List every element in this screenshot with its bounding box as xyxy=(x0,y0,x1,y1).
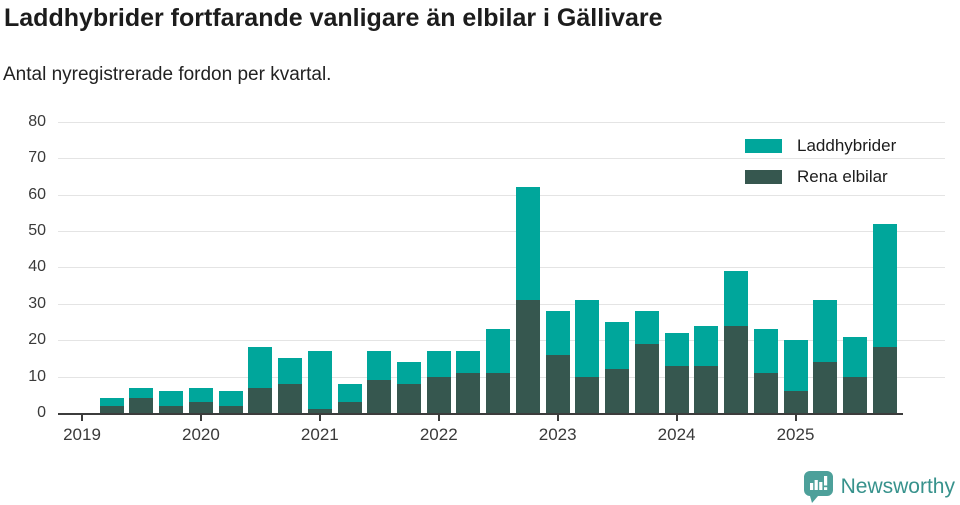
page-subtitle: Antal nyregistrerade fordon per kvartal. xyxy=(3,64,332,85)
bar-segment-rena-elbilar xyxy=(426,376,451,413)
x-axis-tick xyxy=(794,415,797,421)
bar-segment-rena-elbilar xyxy=(545,354,570,413)
x-axis-tick xyxy=(675,415,678,421)
x-axis-tick-label: 2022 xyxy=(419,425,458,444)
bar-segment-laddhybrider xyxy=(337,383,362,403)
legend-swatch-rena-elbilar xyxy=(745,170,782,184)
bar-segment-rena-elbilar xyxy=(307,409,332,413)
bar-segment-laddhybrider xyxy=(605,322,630,370)
legend: Laddhybrider Rena elbilar xyxy=(745,136,896,187)
bar-segment-laddhybrider xyxy=(367,351,392,381)
bar-segment-laddhybrider xyxy=(307,351,332,410)
bar-segment-rena-elbilar xyxy=(278,383,303,413)
bar-segment-rena-elbilar xyxy=(456,372,481,413)
bar-segment-laddhybrider xyxy=(783,340,808,392)
x-axis-tick xyxy=(318,415,321,421)
bar-segment-laddhybrider xyxy=(486,329,511,373)
bar-segment-rena-elbilar xyxy=(842,376,867,413)
bar-segment-laddhybrider xyxy=(694,325,719,366)
bar-segment-rena-elbilar xyxy=(397,383,422,413)
y-axis-tick-label: 70 xyxy=(28,149,46,167)
bar-segment-laddhybrider xyxy=(218,391,243,406)
y-axis-tick-label: 40 xyxy=(28,258,46,276)
y-axis-tick-label: 30 xyxy=(28,294,46,312)
x-axis-tick-label: 2021 xyxy=(300,425,339,444)
bar-segment-rena-elbilar xyxy=(515,300,540,413)
bar-segment-laddhybrider xyxy=(842,336,867,377)
bar-segment-laddhybrider xyxy=(397,362,422,384)
y-axis-tick-label: 10 xyxy=(28,367,46,385)
gridline xyxy=(58,231,945,232)
bar-segment-rena-elbilar xyxy=(129,398,154,413)
legend-label: Laddhybrider xyxy=(797,136,897,155)
x-axis-tick-label: 2020 xyxy=(181,425,220,444)
bar-segment-laddhybrider xyxy=(753,329,778,373)
gridline xyxy=(58,158,945,160)
bar-segment-rena-elbilar xyxy=(248,387,273,413)
y-axis-tick-label: 60 xyxy=(28,185,46,203)
bar-segment-laddhybrider xyxy=(872,223,897,348)
x-axis-tick-label: 2025 xyxy=(776,425,815,444)
legend-item-rena-elbilar: Rena elbilar xyxy=(745,167,896,187)
bar-segment-rena-elbilar xyxy=(724,325,749,413)
bar-segment-rena-elbilar xyxy=(634,343,659,413)
bar-segment-rena-elbilar xyxy=(872,347,897,413)
bar-segment-rena-elbilar xyxy=(188,402,213,413)
bar-segment-laddhybrider xyxy=(159,391,184,406)
x-axis-tick xyxy=(199,415,202,421)
bar-segment-laddhybrider xyxy=(634,311,659,344)
bar-segment-rena-elbilar xyxy=(367,380,392,413)
page-title: Laddhybrider fortfarande vanligare än el… xyxy=(4,4,663,32)
bar-segment-rena-elbilar xyxy=(486,372,511,413)
bar-segment-rena-elbilar xyxy=(99,405,124,413)
bar-segment-laddhybrider xyxy=(99,398,124,406)
bar-segment-rena-elbilar xyxy=(694,365,719,413)
bar-segment-laddhybrider xyxy=(188,387,213,403)
bar-segment-rena-elbilar xyxy=(605,369,630,413)
legend-item-laddhybrider: Laddhybrider xyxy=(745,136,896,156)
legend-label: Rena elbilar xyxy=(797,167,888,186)
bar-segment-laddhybrider xyxy=(129,387,154,399)
bar-segment-laddhybrider xyxy=(664,332,689,366)
y-axis-tick-label: 20 xyxy=(28,331,46,349)
gridline xyxy=(58,303,945,305)
x-axis-line xyxy=(58,413,903,415)
bar-segment-rena-elbilar xyxy=(783,391,808,413)
newsworthy-branding: Newsworthy xyxy=(803,471,955,503)
bar-segment-rena-elbilar xyxy=(218,405,243,413)
gridline xyxy=(58,267,945,269)
bar-segment-laddhybrider xyxy=(724,271,749,326)
x-axis-tick xyxy=(556,415,559,421)
bar-segment-rena-elbilar xyxy=(664,365,689,413)
gridline xyxy=(58,121,945,123)
bar-segment-laddhybrider xyxy=(456,351,481,373)
x-axis-tick-label: 2019 xyxy=(63,425,101,444)
legend-swatch-laddhybrider xyxy=(745,139,782,153)
bar-segment-rena-elbilar xyxy=(753,372,778,413)
bar-segment-rena-elbilar xyxy=(337,402,362,413)
x-axis-tick-label: 2024 xyxy=(657,425,696,444)
bar-segment-laddhybrider xyxy=(545,311,570,355)
bar-segment-rena-elbilar xyxy=(813,362,838,413)
bar-segment-rena-elbilar xyxy=(159,405,184,413)
y-axis-tick-label: 50 xyxy=(28,222,46,239)
bar-segment-laddhybrider xyxy=(575,300,600,377)
newsworthy-logo-icon xyxy=(803,471,833,503)
x-axis-tick xyxy=(81,415,83,421)
bar-segment-laddhybrider xyxy=(426,351,451,377)
x-axis-tick xyxy=(437,415,440,421)
gridline xyxy=(58,194,945,196)
bar-segment-laddhybrider xyxy=(813,300,838,363)
bar-segment-laddhybrider xyxy=(248,347,273,388)
bar-segment-rena-elbilar xyxy=(575,376,600,413)
bar-segment-laddhybrider xyxy=(515,187,540,301)
brand-name: Newsworthy xyxy=(840,475,955,498)
x-axis-tick-label: 2023 xyxy=(538,425,577,444)
y-axis-tick-label: 80 xyxy=(28,112,46,130)
y-axis-tick-label: 0 xyxy=(37,404,46,421)
bar-segment-laddhybrider xyxy=(278,358,303,384)
